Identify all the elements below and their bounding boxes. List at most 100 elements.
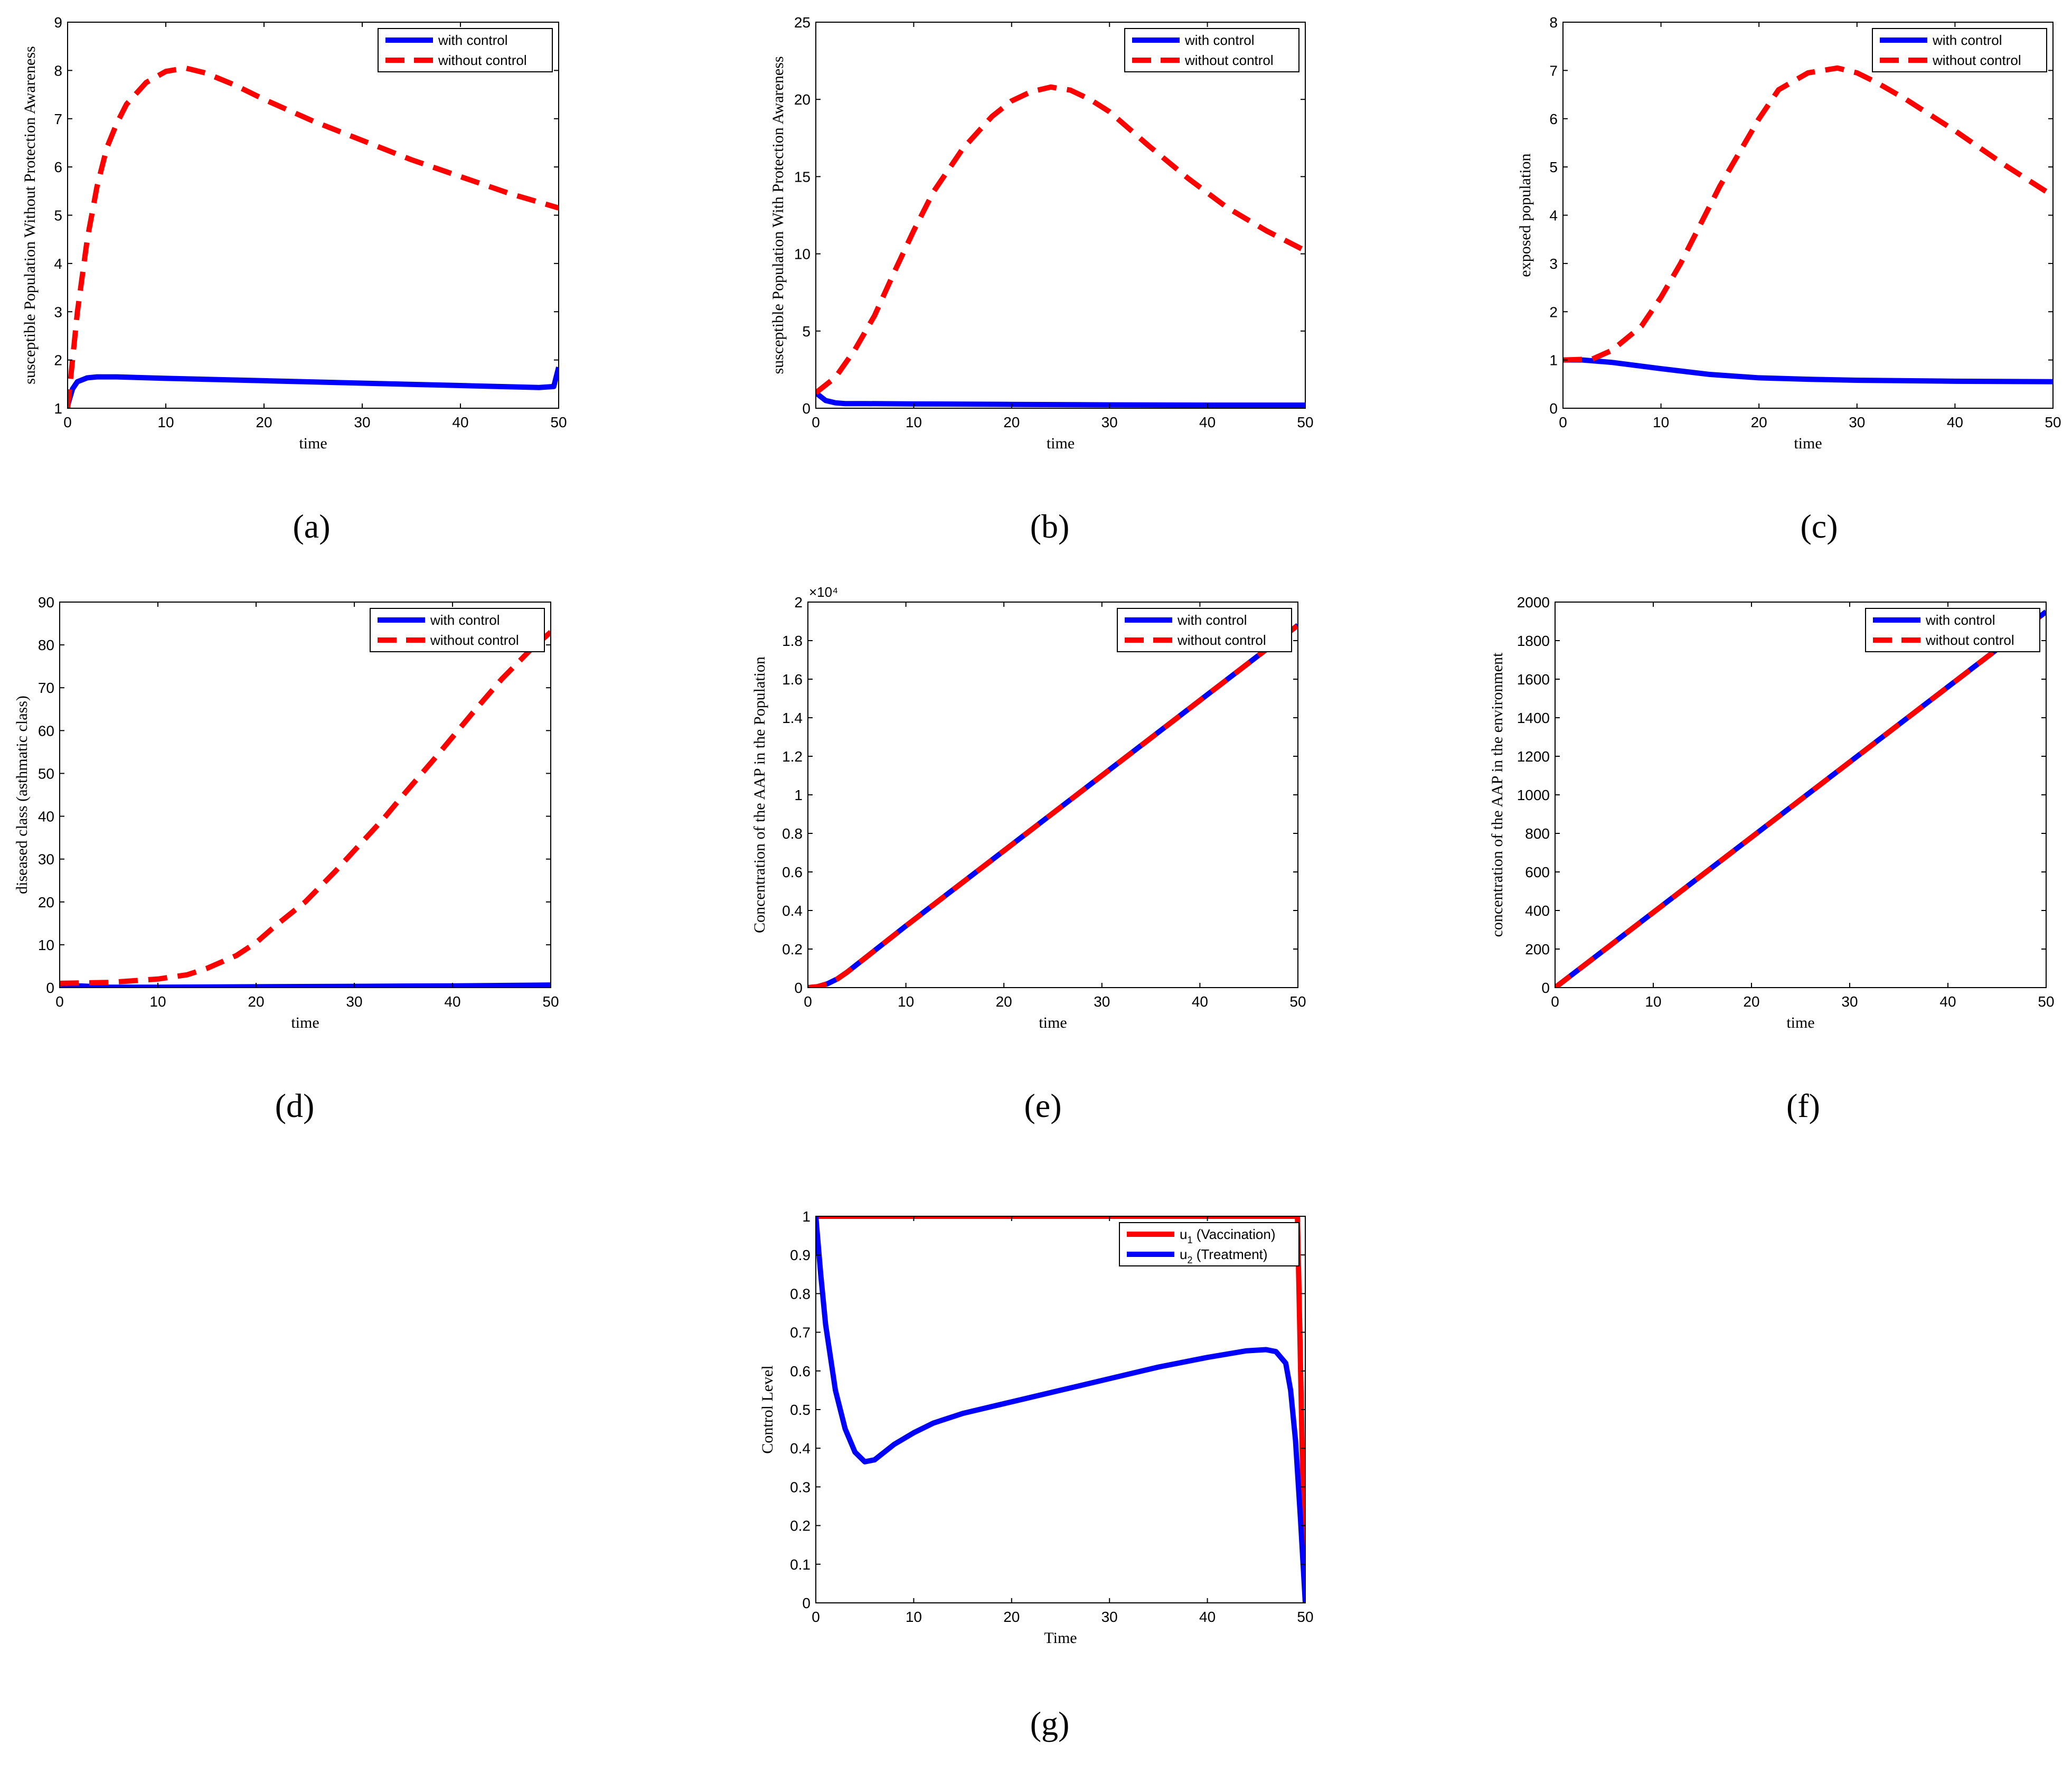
x-tick-label: 50: [550, 414, 567, 430]
y-tick-label: 0.2: [790, 1518, 811, 1534]
y-tick-label: 20: [38, 894, 54, 910]
y-tick-label: 400: [1525, 903, 1550, 919]
x-axis-label: time: [1786, 1014, 1814, 1031]
series-line-without-control: [1555, 609, 2046, 988]
legend-label: without control: [1925, 632, 2014, 648]
legend-label: u2 (Treatment): [1180, 1246, 1268, 1265]
y-tick-label: 1.2: [782, 748, 803, 765]
legend-label: with control: [1925, 612, 1995, 628]
x-tick-label: 40: [1947, 414, 1963, 430]
y-tick-label: 1000: [1517, 787, 1550, 803]
x-tick-label: 0: [1559, 414, 1567, 430]
y-tick-label: 800: [1525, 825, 1550, 842]
series-line-without-control: [60, 630, 551, 986]
y-tick-label: 200: [1525, 941, 1550, 957]
x-axis-label: time: [1047, 435, 1075, 452]
y-tick-label: 3: [1549, 256, 1558, 272]
panel-caption: (b): [1030, 508, 1070, 545]
y-tick-label: 0.2: [782, 941, 803, 957]
y-tick-label: 2: [54, 352, 62, 369]
y-tick-label: 0: [1549, 400, 1558, 417]
legend: with control without control: [1117, 608, 1292, 652]
panel-caption: (g): [1030, 1705, 1070, 1742]
x-tick-label: 10: [906, 414, 922, 430]
y-tick-label: 0.6: [790, 1363, 811, 1379]
x-tick-label: 10: [906, 1609, 922, 1625]
y-tick-label: 6: [1549, 111, 1558, 127]
x-tick-label: 30: [1101, 1609, 1118, 1625]
y-tick-label: 1: [802, 1208, 811, 1225]
x-axis-label: time: [299, 435, 327, 452]
x-tick-label: 0: [1551, 993, 1559, 1010]
series-line-u2: [816, 1216, 1305, 1603]
plot-frame: [807, 602, 1298, 988]
x-tick-label: 20: [256, 414, 272, 430]
x-tick-label: 20: [996, 993, 1012, 1010]
x-tick-label: 40: [1939, 993, 1956, 1010]
legend-label: without control: [438, 52, 527, 68]
legend-label: with control: [438, 32, 508, 48]
y-axis-label: exposed population: [1517, 153, 1534, 277]
y-tick-label: 3: [54, 304, 62, 320]
y-tick-label: 0.1: [790, 1556, 811, 1573]
y-tick-label: 5: [802, 323, 811, 340]
y-tick-label: 6: [54, 159, 62, 175]
legend-label: u1 (Vaccination): [1180, 1226, 1276, 1245]
y-tick-label: 0.8: [782, 825, 803, 842]
panel-caption: (d): [275, 1087, 315, 1124]
plot-frame: [67, 22, 559, 409]
y-tick-label: 10: [38, 937, 54, 953]
y-tick-label: 0: [802, 400, 811, 417]
legend-label: with control: [1184, 32, 1255, 48]
x-axis-label: Time: [1044, 1629, 1077, 1647]
y-tick-label: 8: [54, 62, 62, 79]
plot-frame: [815, 1216, 1306, 1603]
y-axis-label: diseased class (asthmatic class): [13, 696, 31, 894]
y-tick-label: 30: [38, 851, 54, 868]
legend-box: [1872, 28, 2047, 72]
x-tick-label: 10: [149, 993, 166, 1010]
x-tick-label: 20: [1003, 1609, 1020, 1625]
plot-frame: [1562, 22, 2054, 409]
x-axis-label: time: [291, 1014, 319, 1031]
y-tick-label: 0.4: [790, 1440, 811, 1457]
y-tick-label: 5: [54, 208, 62, 224]
panel-b: 0 10 20 30 40 50 0 5 10 15 20 25 time susceptible Pop…: [769, 14, 1314, 545]
panel-f: 0 10 20 30 40 50 0 200 400 600 800 1000 1200 1400 1600…: [1489, 594, 2055, 1124]
y-tick-label: 80: [38, 637, 54, 653]
x-tick-label: 30: [1849, 414, 1865, 430]
plot-frame: [815, 22, 1306, 409]
y-tick-label: 4: [54, 256, 62, 272]
x-tick-label: 0: [812, 414, 820, 430]
x-tick-label: 10: [1653, 414, 1669, 430]
y-tick-label: 10: [794, 246, 811, 262]
series-line-without-control: [816, 84, 1305, 395]
series-line-with-control: [68, 367, 559, 407]
y-tick-label: 9: [54, 14, 62, 31]
legend-label: without control: [1932, 52, 2021, 68]
x-tick-label: 0: [804, 993, 812, 1010]
x-tick-label: 40: [452, 414, 468, 430]
y-tick-label: 0.9: [790, 1247, 811, 1263]
x-tick-label: 20: [1003, 414, 1020, 430]
legend-box: [1865, 608, 2040, 652]
y-tick-label: 0.6: [782, 864, 803, 880]
y-scale-multiplier: ×10⁴: [809, 584, 838, 600]
y-axis-label: susceptible Population Without Protectio…: [21, 46, 39, 384]
legend-box: [378, 28, 553, 72]
y-tick-label: 40: [38, 809, 54, 825]
plot-frame: [59, 602, 551, 988]
legend-box: [1124, 28, 1299, 72]
x-tick-label: 10: [1645, 993, 1661, 1010]
x-tick-label: 20: [1743, 993, 1759, 1010]
legend: with control without control: [1872, 28, 2047, 72]
x-tick-label: 20: [248, 993, 264, 1010]
x-tick-label: 50: [1297, 414, 1313, 430]
y-tick-label: 1: [1549, 352, 1558, 369]
y-tick-label: 2: [1549, 304, 1558, 320]
panel-caption: (a): [293, 508, 330, 545]
y-tick-label: 0: [794, 980, 803, 996]
x-tick-label: 50: [1297, 1609, 1313, 1625]
y-axis-label: concentration of the AAP in the environm…: [1489, 652, 1506, 937]
